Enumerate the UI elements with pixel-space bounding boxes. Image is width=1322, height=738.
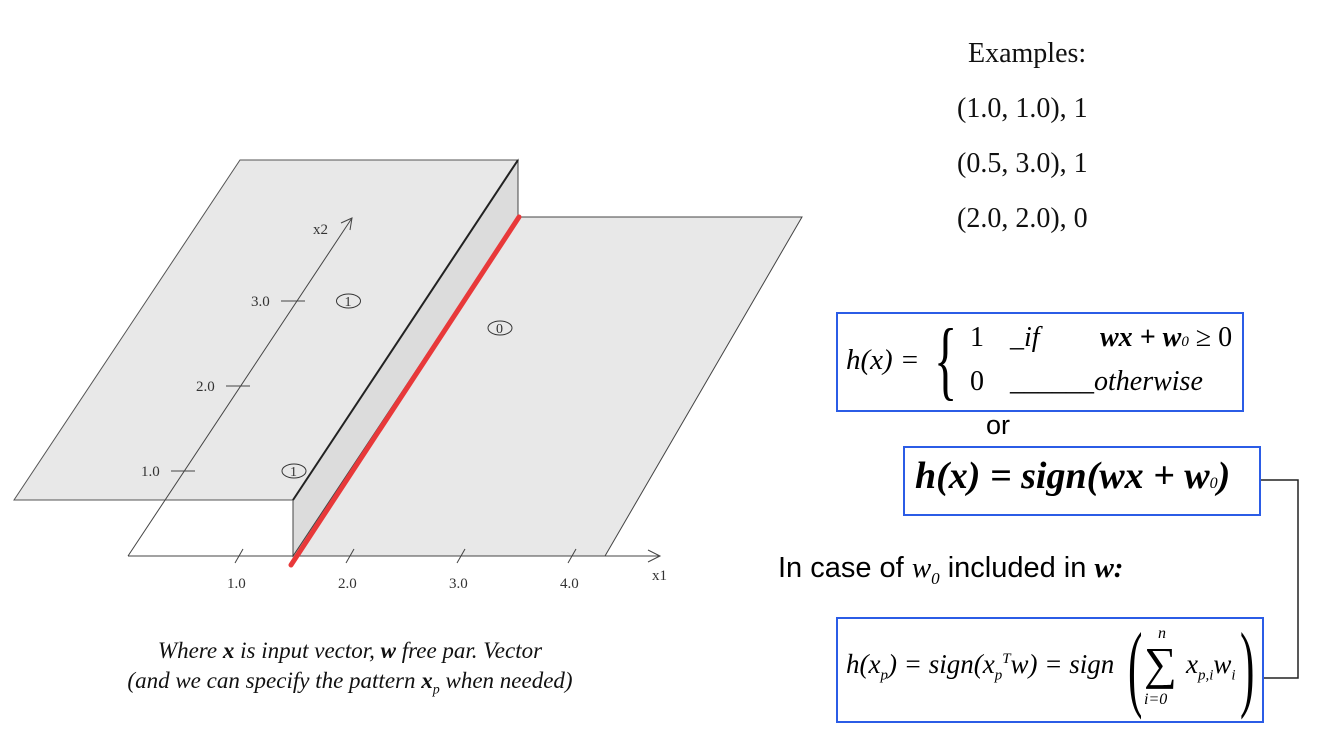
case1-value: 1 — [970, 322, 984, 353]
summation-lower-limit: i=0 — [1144, 691, 1168, 708]
x2-axis — [127, 217, 353, 557]
x1-tick-label: 3.0 — [449, 576, 468, 592]
data-point-marker — [336, 293, 361, 309]
x1-tick-label: 1.0 — [227, 576, 246, 592]
data-point-marker — [281, 463, 307, 479]
example-row-2: (0.5, 3.0), 1 — [957, 148, 1088, 179]
x1-tick-mark — [234, 548, 244, 564]
summation-left-paren: ( — [1128, 613, 1143, 720]
in-case-text: In case of w0 included in w: — [778, 552, 1124, 588]
x2-tick-label: 2.0 — [196, 379, 215, 395]
x1-tick-mark — [567, 548, 577, 564]
x1-tick-mark — [345, 548, 355, 564]
case2-value: 0 — [970, 366, 984, 397]
data-point-label: 0 — [496, 322, 503, 337]
x1-axis-arrow — [647, 549, 662, 563]
piecewise-brace: { — [934, 312, 958, 409]
data-point-label: 1 — [345, 295, 352, 310]
or-text: or — [986, 410, 1011, 440]
x1-tick-label: 4.0 — [560, 576, 579, 592]
x2-axis-arrow — [340, 217, 353, 231]
caption-line-2: (and we can specify the pattern xp when … — [127, 668, 573, 698]
summation-sigma: ∑ — [1144, 638, 1177, 689]
case2-otherwise: ______otherwise — [1010, 366, 1203, 397]
summation-formula-box: h(x​p) = sign(xpTw) = sign ( n ∑ i=0 xp,… — [836, 613, 1264, 723]
summation-right-paren: ) — [1240, 613, 1255, 720]
x2-axis-label: x2 — [313, 222, 328, 238]
sign-formula: h(x) = sign(wx + w0) — [915, 455, 1231, 497]
x2-tick-label: 1.0 — [141, 464, 160, 480]
x1-tick-mark — [456, 548, 466, 564]
data-point-marker — [487, 320, 513, 336]
connector-bracket — [1260, 479, 1299, 679]
summation-lhs: h(x​p) = sign(xpTw) = sign — [846, 649, 1115, 684]
summation-term: xp,iwi — [1186, 649, 1236, 684]
x1-ticks: 1.0 2.0 3.0 4.0 — [227, 548, 579, 592]
x1-tick-label: 2.0 — [338, 576, 357, 592]
decision-boundary — [288, 214, 522, 568]
data-point-label: 1 — [290, 465, 297, 480]
x2-tick-label: 3.0 — [251, 294, 270, 310]
case1-condition: wx + w0 ≥ 0 — [1100, 322, 1233, 353]
data-points: 1 1 0 — [281, 293, 513, 480]
example-row-1: (1.0, 1.0), 1 — [957, 93, 1088, 124]
example-row-3: (2.0, 2.0), 0 — [957, 203, 1088, 234]
piecewise-lhs: h(x) = — [846, 344, 920, 376]
summation-upper-limit: n — [1158, 625, 1166, 642]
sign-formula-box: h(x) = sign(wx + w0) — [903, 446, 1261, 516]
piecewise-formula-box: h(x) = { 1 _if wx + w0 ≥ 0 0 ______other… — [836, 312, 1244, 412]
step-edge — [292, 159, 519, 501]
examples-title: Examples: — [968, 38, 1087, 69]
case1-if: _if — [1010, 322, 1040, 353]
x1-axis-label: x1 — [652, 568, 667, 584]
caption-line-1: Where x is input vector, w free par. Vec… — [157, 638, 543, 663]
x2-ticks: 1.0 2.0 3.0 — [141, 294, 305, 480]
